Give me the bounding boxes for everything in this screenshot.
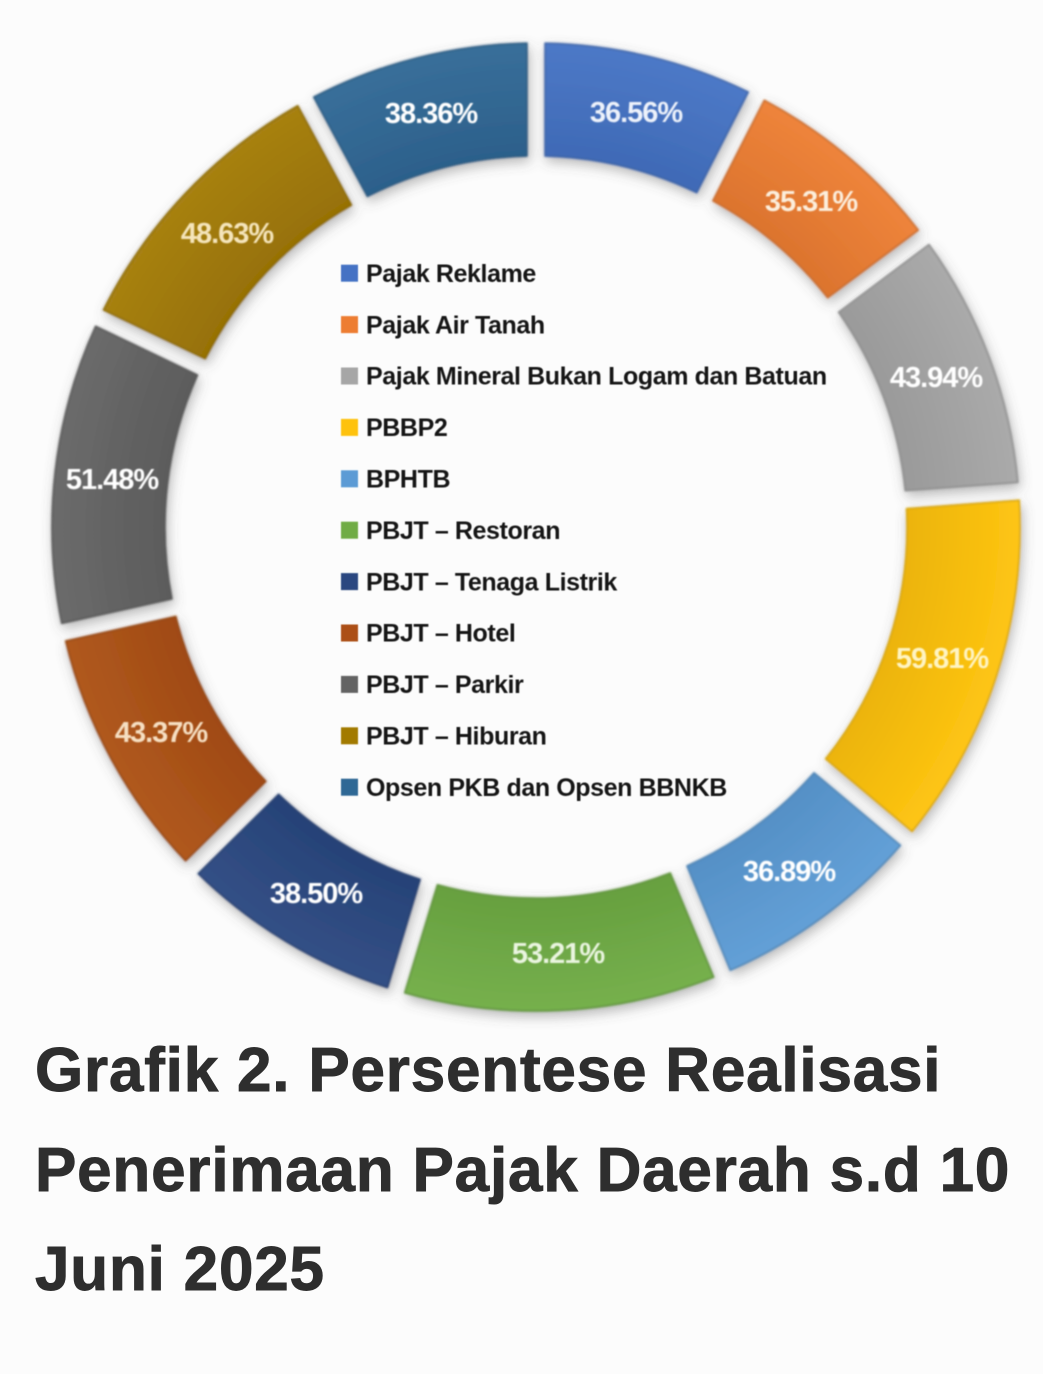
svg-text:48.63%: 48.63% bbox=[181, 218, 275, 250]
svg-text:PBJT – Tenaga Listrik: PBJT – Tenaga Listrik bbox=[366, 568, 617, 596]
svg-text:PBJT – Parkir: PBJT – Parkir bbox=[366, 671, 524, 699]
svg-text:BPHTB: BPHTB bbox=[366, 466, 450, 494]
svg-text:53.21%: 53.21% bbox=[512, 938, 606, 970]
svg-text:51.48%: 51.48% bbox=[66, 464, 160, 496]
svg-text:PBJT – Restoran: PBJT – Restoran bbox=[366, 517, 560, 545]
svg-text:Opsen PKB dan Opsen BBNKB: Opsen PKB dan Opsen BBNKB bbox=[366, 774, 727, 802]
svg-text:PBJT – Hotel: PBJT – Hotel bbox=[366, 620, 515, 648]
svg-text:Pajak Air Tanah: Pajak Air Tanah bbox=[366, 311, 545, 339]
svg-text:38.36%: 38.36% bbox=[385, 98, 479, 130]
svg-text:36.56%: 36.56% bbox=[590, 97, 684, 129]
svg-text:59.81%: 59.81% bbox=[896, 643, 990, 675]
svg-text:35.31%: 35.31% bbox=[765, 186, 859, 218]
svg-text:PBJT – Hiburan: PBJT – Hiburan bbox=[366, 723, 547, 751]
svg-text:38.50%: 38.50% bbox=[270, 878, 364, 910]
svg-text:Pajak Mineral Bukan Logam dan: Pajak Mineral Bukan Logam dan Batuan bbox=[366, 363, 827, 391]
svg-text:Pajak Reklame: Pajak Reklame bbox=[366, 260, 536, 288]
svg-text:PBBP2: PBBP2 bbox=[366, 414, 447, 442]
svg-text:36.89%: 36.89% bbox=[743, 856, 837, 888]
svg-text:43.37%: 43.37% bbox=[115, 717, 209, 749]
svg-text:43.94%: 43.94% bbox=[890, 362, 984, 394]
